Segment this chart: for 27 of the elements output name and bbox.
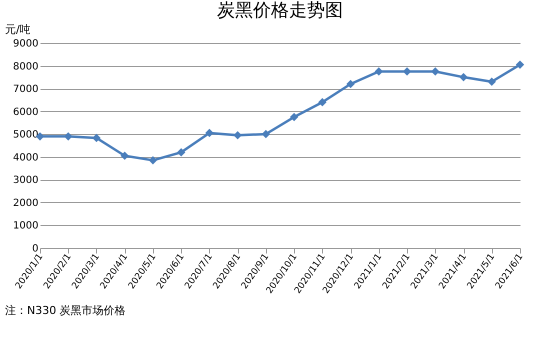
point [64,132,72,141]
point [262,130,270,138]
point [120,152,129,160]
y-tick-label: 8000 [13,61,38,72]
point [459,72,468,82]
point [488,78,496,86]
chart-title: 炭黑价格走势图 [217,0,343,21]
y-axis-title: 元/吨 [5,23,31,36]
y-tick-label: 5000 [13,130,38,141]
y-tick-label: 1000 [13,220,38,232]
y-tick-label: 3000 [13,175,38,186]
point [346,80,355,88]
y-tick-label: 6000 [13,106,38,118]
point [290,112,298,122]
point [176,148,186,157]
point [516,60,524,69]
point [148,156,158,164]
y-tick-label: 9000 [13,38,38,50]
y-tick-label: 4000 [13,152,38,164]
point [233,131,242,140]
point [318,98,327,106]
point [92,134,101,142]
point [431,67,440,76]
y-tick-label: 2000 [13,198,38,209]
y-tick-label: 7000 [13,84,38,96]
y-tick-label: 0 [32,244,38,254]
text: 注：N330 炭黑市场价格 [5,304,126,317]
